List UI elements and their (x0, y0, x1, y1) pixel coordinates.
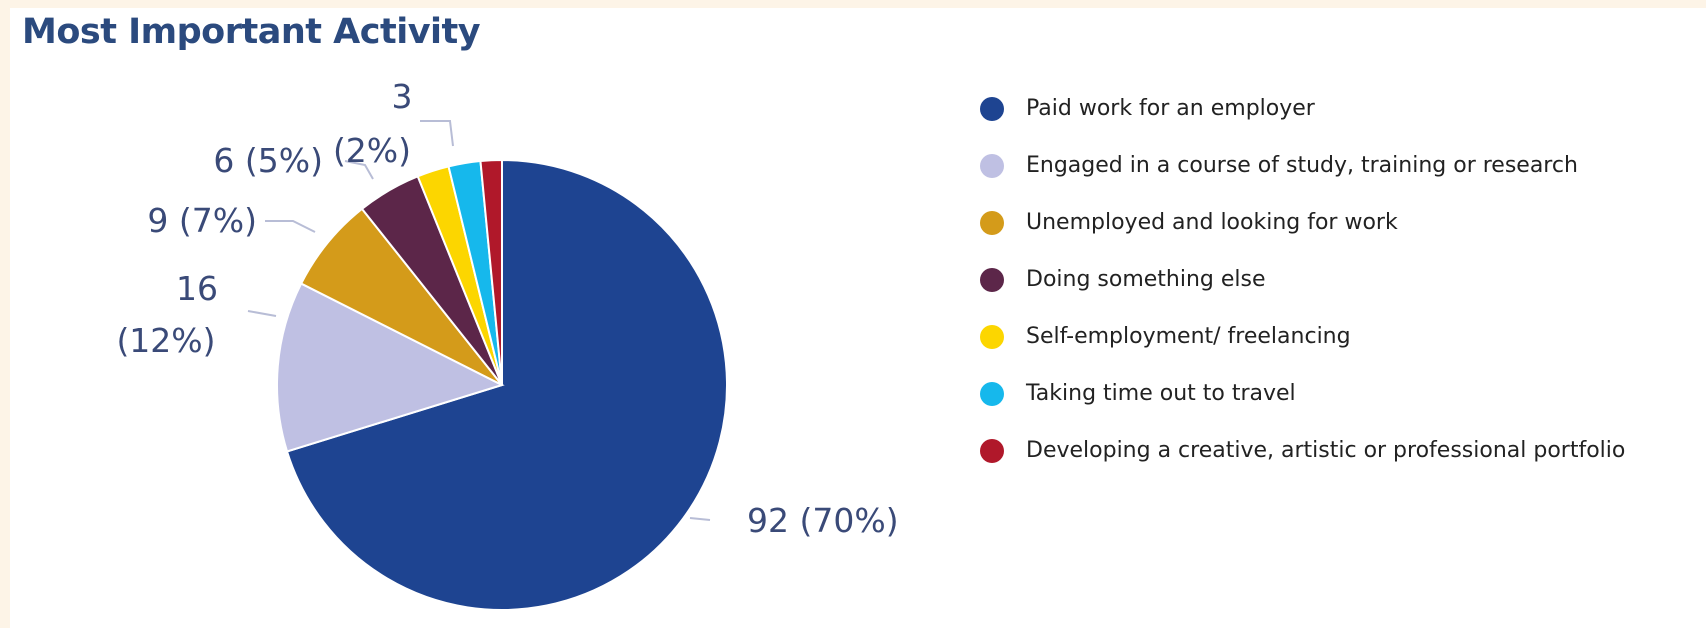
data-label: 16 (176, 269, 218, 308)
legend-item[interactable]: Self-employment/ freelancing (980, 308, 1625, 365)
leader-line (247, 310, 277, 317)
data-label: 3 (392, 77, 413, 116)
legend-swatch (980, 438, 1004, 463)
leader-line (420, 120, 454, 147)
legend-item[interactable]: Engaged in a course of study, training o… (980, 137, 1625, 194)
pie-slice[interactable] (276, 282, 505, 453)
data-label: 9 (7%) (147, 201, 257, 240)
legend-item[interactable]: Taking time out to travel (980, 365, 1625, 422)
legend-swatch (980, 267, 1004, 292)
data-label: 6 (5%) (213, 141, 323, 180)
legend-label: Taking time out to travel (1026, 381, 1296, 406)
chart-title: Most Important Activity (22, 12, 481, 52)
legend-label: Unemployed and looking for work (1026, 210, 1398, 235)
legend-label: Developing a creative, artistic or profe… (1026, 438, 1626, 463)
data-label: (2%) (333, 131, 411, 170)
legend-swatch (980, 153, 1004, 178)
data-label: (12%) (116, 321, 215, 360)
legend-item[interactable]: Doing something else (980, 251, 1625, 308)
legend-item[interactable]: Paid work for an employer (980, 80, 1625, 137)
pie-slice[interactable] (479, 158, 503, 386)
legend-swatch (980, 324, 1004, 349)
legend-swatch (980, 210, 1004, 235)
legend-swatch (980, 381, 1004, 406)
legend-label: Engaged in a course of study, training o… (1026, 153, 1578, 178)
legend-label: Paid work for an employer (1026, 96, 1315, 121)
leader-line (344, 160, 374, 180)
legend-swatch (980, 96, 1004, 121)
legend-label: Doing something else (1026, 267, 1266, 292)
chart-legend: Paid work for an employer Engaged in a c… (980, 80, 1625, 479)
legend-label: Self-employment/ freelancing (1026, 324, 1351, 349)
pie-slice[interactable] (285, 158, 728, 611)
legend-item[interactable]: Unemployed and looking for work (980, 194, 1625, 251)
data-label: 92 (70%) (747, 501, 899, 540)
leader-line (265, 220, 316, 233)
legend-item[interactable]: Developing a creative, artistic or profe… (980, 422, 1625, 479)
leader-line (689, 517, 711, 521)
